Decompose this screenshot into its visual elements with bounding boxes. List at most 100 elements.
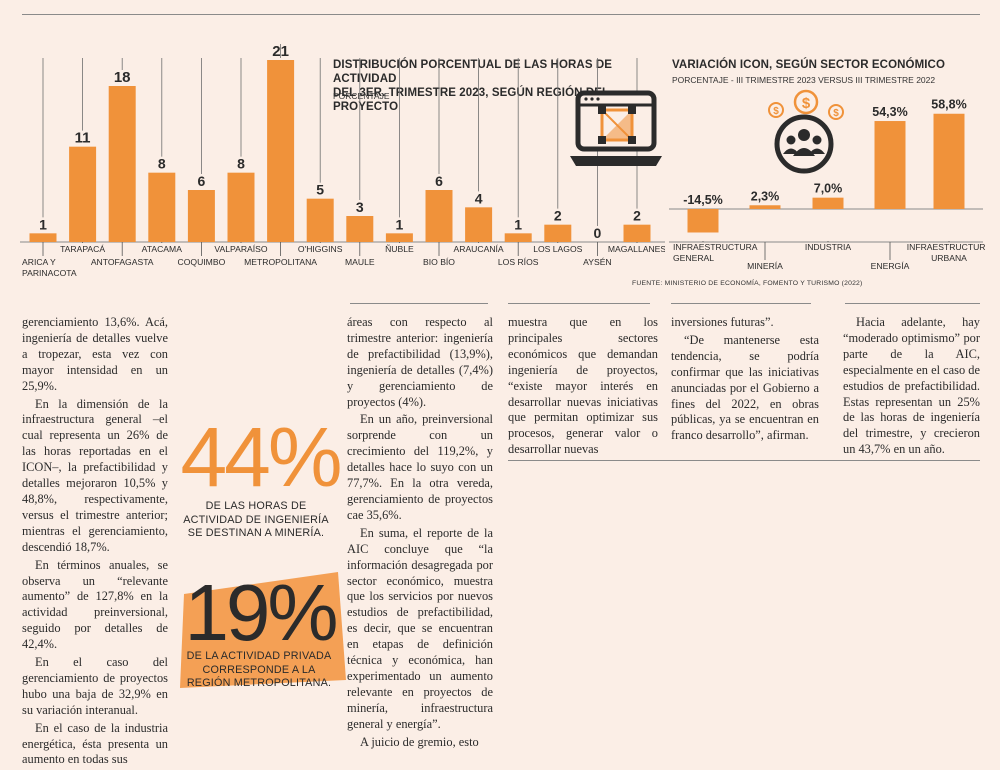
category-label: METROPOLITANA xyxy=(244,257,317,267)
bar-value-label: 1 xyxy=(514,216,522,232)
paragraph: Hacia adelante, hay “moderado optimismo”… xyxy=(843,315,980,457)
category-label: ARICA Y xyxy=(22,257,56,267)
caption-line: ACTIVIDAD DE INGENIERÍA xyxy=(183,513,329,526)
bar-value-label: 8 xyxy=(237,156,245,172)
paragraph: inversiones futuras”. xyxy=(671,315,774,329)
category-label: ÑUBLE xyxy=(385,244,414,254)
caption-line: DE LA ACTIVIDAD PRIVADA xyxy=(186,650,332,662)
bar-value-label: 18 xyxy=(114,69,131,86)
bar-value-label: 1 xyxy=(396,216,404,232)
category-label: ANTOFAGASTA xyxy=(91,257,154,267)
bar xyxy=(306,198,334,242)
chart2-title: VARIACIÓN ICON, SEGÚN SECTOR ECONÓMICO xyxy=(672,59,946,71)
column-rule xyxy=(350,303,488,304)
category-label: COQUIMBO xyxy=(178,257,226,267)
bar-value-label: 21 xyxy=(272,43,289,60)
paragraph: muestra que en los principales sectores … xyxy=(508,315,658,457)
category-label: ATACAMA xyxy=(142,244,183,254)
chart1-title: DISTRIBUCIÓN PORCENTUAL DE LAS HORAS DE … xyxy=(333,58,653,114)
paragraph: En suma, el reporte de la AIC concluye q… xyxy=(347,525,493,731)
category-label: LOS RÍOS xyxy=(498,257,539,267)
bar-value-label: 3 xyxy=(356,199,364,215)
bar-value-label: 2 xyxy=(633,208,641,224)
bar xyxy=(346,216,374,242)
bar xyxy=(749,205,781,209)
bar-value-label: 5 xyxy=(316,182,324,198)
category-label: MAULE xyxy=(345,257,375,267)
bar-value-label: 54,3% xyxy=(872,105,907,119)
paragraph: En un año, preinversional sorprende con … xyxy=(347,412,493,522)
bar xyxy=(267,60,295,242)
column-rule xyxy=(671,303,811,304)
paragraph: En el caso de la industria energética, é… xyxy=(22,720,168,767)
callout-44-caption: DE LAS HORAS DE ACTIVIDAD DE INGENIERÍA … xyxy=(176,500,336,541)
bar-value-label: -14,5% xyxy=(683,193,723,207)
bar xyxy=(148,172,176,242)
bar xyxy=(187,190,215,242)
article-column-3: muestra que en los principales sectores … xyxy=(508,315,658,460)
category-label: INDUSTRIA xyxy=(805,242,852,252)
category-label: VALPARAÍSO xyxy=(214,244,267,254)
bar-value-label: 6 xyxy=(435,173,443,189)
bar xyxy=(227,172,255,242)
bar xyxy=(69,146,97,242)
paragraph: En el caso del gerenciamiento de proyect… xyxy=(22,655,168,717)
caption-line: SE DESTINAN A MINERÍA. xyxy=(187,527,325,539)
bar xyxy=(874,121,906,209)
bar-value-label: 4 xyxy=(475,190,483,206)
chart1-subtitle: PORCENTAJE xyxy=(333,91,390,101)
bar-value-label: 1 xyxy=(39,216,47,232)
bar-value-label: 58,8% xyxy=(931,98,966,112)
callout-19-number: 19% xyxy=(184,568,338,657)
callout-19-background xyxy=(180,572,346,688)
caption-line: REGIÓN METROPOLITANA. xyxy=(186,677,332,689)
chart1-title-line: DISTRIBUCIÓN PORCENTUAL DE LAS HORAS DE … xyxy=(333,59,613,85)
category-label: INFRAESTRUCTURA xyxy=(907,242,985,252)
column-rule xyxy=(508,460,980,461)
caption-line: CORRESPONDE A LA xyxy=(202,663,316,676)
bar xyxy=(812,197,844,209)
paragraph: gerenciamiento 13,6%. Acá, ingeniería de… xyxy=(22,315,168,393)
bar-value-label: 11 xyxy=(75,130,91,147)
paragraph: áreas con respecto al trimestre anterior… xyxy=(347,315,493,409)
source-note: FUENTE: MINISTERIO DE ECONOMÍA, FOMENTO … xyxy=(632,280,863,287)
category-label: BIO BÍO xyxy=(423,257,455,267)
laptop-design-icon xyxy=(570,90,662,166)
category-label: GENERAL xyxy=(673,253,714,263)
bar xyxy=(544,224,572,242)
category-label: LOS LAGOS xyxy=(533,244,582,254)
bar xyxy=(687,209,719,233)
chart1-title-line: DEL 3ER. TRIMESTRE 2023, SEGÚN REGIÓN DE… xyxy=(333,87,609,113)
svg-text:$: $ xyxy=(802,95,811,112)
category-label: INFRAESTRUCTURA xyxy=(673,242,758,252)
column-rule xyxy=(508,303,650,304)
category-label: TARAPACÁ xyxy=(60,244,105,254)
bar xyxy=(425,190,453,242)
category-label: O'HIGGINS xyxy=(298,244,343,254)
bar-value-label: 6 xyxy=(198,173,206,189)
category-label: URBANA xyxy=(931,253,967,263)
svg-text:$: $ xyxy=(773,106,779,117)
bar xyxy=(385,233,413,242)
bar-value-label: 8 xyxy=(158,156,166,172)
category-label: PARINACOTA xyxy=(22,268,77,278)
caption-line: DE LAS HORAS DE xyxy=(205,500,307,512)
category-label: ENERGÍA xyxy=(871,261,910,271)
paragraph: En términos anuales, se observa un “rele… xyxy=(22,557,168,652)
sector-bar-chart: -14,5%INFRAESTRUCTURAGENERAL2,3%MINERÍA7… xyxy=(669,98,985,271)
bar-value-label: 7,0% xyxy=(814,182,843,196)
column-rule xyxy=(845,303,980,304)
bar xyxy=(933,113,965,209)
category-label: MAGALLANES xyxy=(608,244,665,254)
bar-value-label: 2 xyxy=(554,208,562,224)
article-column-5: Hacia adelante, hay “moderado optimismo”… xyxy=(843,315,980,460)
callout-19-caption: DE LA ACTIVIDAD PRIVADA CORRESPONDE A LA… xyxy=(178,650,340,691)
bar xyxy=(465,207,493,242)
svg-text:$: $ xyxy=(833,108,839,119)
category-label: AYSÉN xyxy=(583,257,612,267)
money-people-icon: $ $ $ xyxy=(768,89,844,174)
paragraph: A juicio de gremio, esto xyxy=(360,734,479,749)
bar xyxy=(108,86,136,242)
article-column-2: áreas con respecto al trimestre anterior… xyxy=(347,315,493,752)
bar-value-label: 2,3% xyxy=(751,189,780,203)
